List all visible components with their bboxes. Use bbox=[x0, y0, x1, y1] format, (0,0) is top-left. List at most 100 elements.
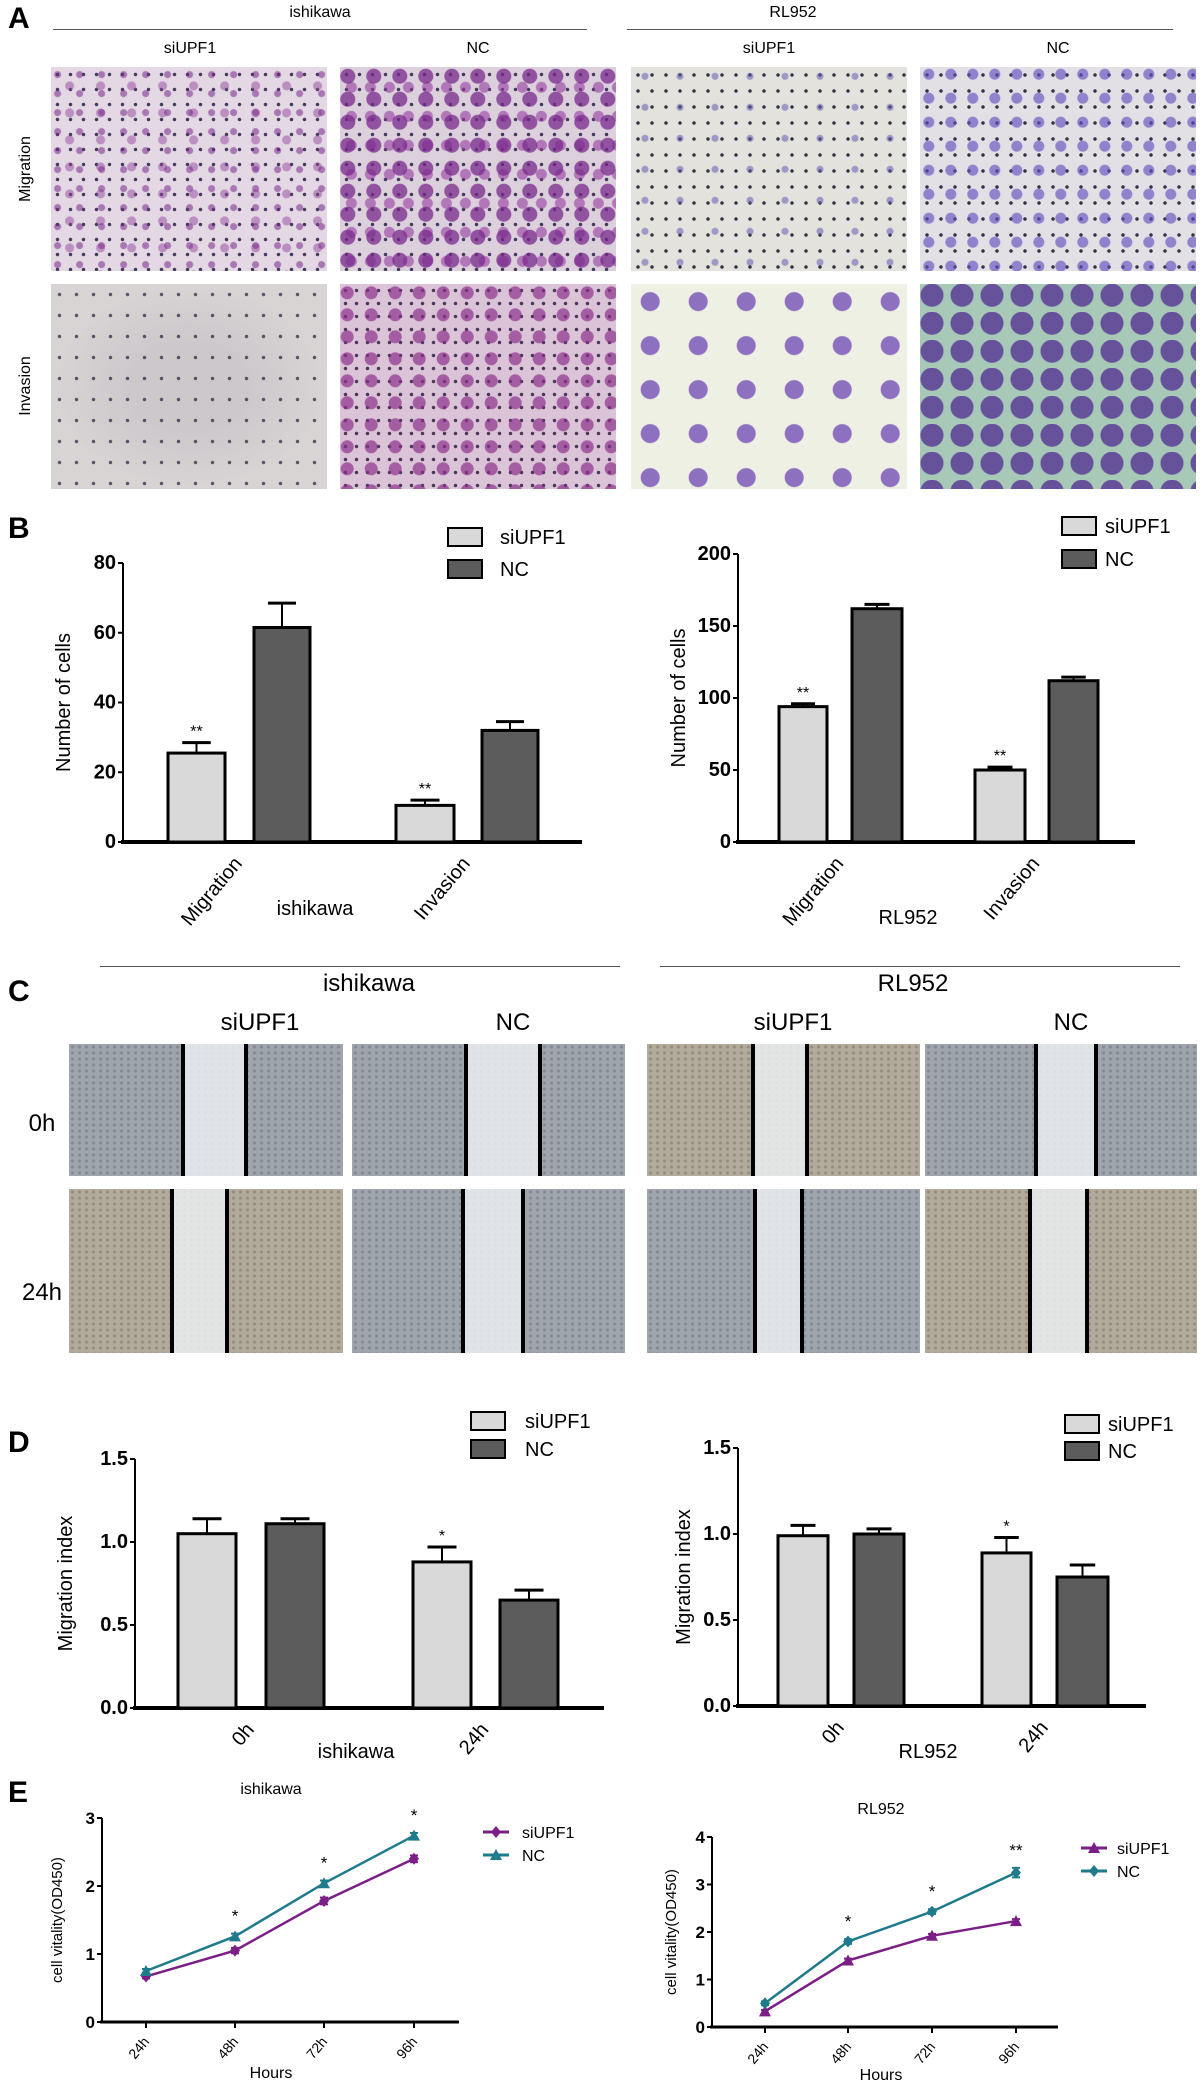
y-tick-label: 0 bbox=[720, 831, 731, 853]
scratch-rl952-siupf1-24h bbox=[647, 1189, 920, 1353]
y-tick-label: 80 bbox=[94, 552, 116, 574]
legend-label: siUPF1 bbox=[525, 1411, 591, 1433]
significance-mark: * bbox=[411, 1806, 418, 1825]
bar-siupf1-invasion bbox=[394, 803, 456, 844]
y-tick-label: 1 bbox=[86, 1945, 95, 1964]
y-tick-label: 50 bbox=[709, 759, 731, 781]
bar-siupf1-0h bbox=[776, 1534, 830, 1708]
group-header-ishikawa: ishikawa bbox=[322, 970, 416, 997]
series-line-siupf1 bbox=[145, 1857, 415, 1978]
significance-mark: * bbox=[1003, 1518, 1009, 1535]
category-label: 48h bbox=[214, 2034, 241, 2062]
y-tick-label: 3 bbox=[86, 1809, 95, 1828]
data-point-nc bbox=[140, 1965, 152, 1976]
category-label: 0h bbox=[818, 1717, 849, 1748]
chart-d_ishikawa: 0.0 0.5 1.0 1.5 Migration index ishikawa siUPF… bbox=[55, 1411, 604, 1763]
data-point-nc bbox=[229, 1930, 241, 1942]
x-axis-label: RL952 bbox=[879, 907, 938, 929]
y-tick-label: 200 bbox=[698, 543, 731, 565]
group-divider bbox=[627, 29, 1173, 30]
legend-label: siUPF1 bbox=[1105, 516, 1171, 538]
micrograph-rl952-siupf1-invasion bbox=[631, 284, 907, 489]
scratch-rl952-siupf1-0h bbox=[647, 1044, 920, 1176]
chart-b_ishikawa: 0 20 40 60 80 Number of cells ishikawa siUPF1 NC… bbox=[53, 527, 582, 930]
y-tick-label: 2 bbox=[696, 1923, 705, 1942]
significance-mark: * bbox=[929, 1882, 936, 1901]
column-label: siUPF1 bbox=[220, 1009, 300, 1036]
micrograph-rl952-nc-migration bbox=[920, 67, 1196, 271]
series-line-nc bbox=[145, 1834, 415, 1973]
bar-siupf1-invasion bbox=[973, 768, 1027, 844]
legend-label: siUPF1 bbox=[500, 527, 566, 549]
panel-label-b: B bbox=[8, 512, 30, 545]
scratch-ishikawa-siupf1-24h bbox=[69, 1189, 343, 1353]
y-tick-label: 100 bbox=[698, 687, 731, 709]
legend-marker-icon bbox=[491, 1826, 501, 1838]
legend-marker-icon bbox=[1089, 1865, 1099, 1877]
category-label: 24h bbox=[125, 2034, 152, 2062]
column-label: NC bbox=[1053, 1009, 1089, 1036]
y-tick-label: 0 bbox=[105, 831, 116, 853]
y-tick-label: 20 bbox=[94, 761, 116, 783]
y-tick-label: 1.0 bbox=[703, 1523, 731, 1545]
category-label: 24h bbox=[1015, 1717, 1053, 1757]
y-tick-label: 3 bbox=[696, 1876, 705, 1895]
data-point-siupf1 bbox=[759, 2005, 771, 2017]
category-label: 48h bbox=[827, 2039, 854, 2067]
column-label: NC bbox=[466, 40, 490, 57]
row-label-24h: 24h bbox=[21, 1279, 63, 1306]
legend-swatch bbox=[1064, 1441, 1100, 1461]
y-tick-label: 0.5 bbox=[703, 1609, 731, 1631]
legend-swatch bbox=[1064, 1414, 1100, 1434]
legend-label: siUPF1 bbox=[522, 1825, 575, 1842]
category-label: 24h bbox=[455, 1719, 493, 1759]
significance-mark: ** bbox=[994, 748, 1006, 765]
category-label: Migration bbox=[177, 853, 247, 930]
significance-mark: ** bbox=[190, 724, 202, 741]
data-point-nc bbox=[760, 1997, 770, 2010]
y-tick-label: 1.5 bbox=[100, 1448, 128, 1470]
group-header-rl952: RL952 bbox=[877, 970, 949, 997]
panel-label-d: D bbox=[8, 1426, 30, 1459]
data-point-siupf1 bbox=[409, 1852, 419, 1865]
category-label: Invasion bbox=[410, 853, 475, 924]
data-point-nc bbox=[843, 1935, 853, 1948]
bar-siupf1-24h bbox=[411, 1560, 473, 1710]
significance-mark: * bbox=[439, 1528, 445, 1545]
data-point-nc bbox=[1011, 1866, 1021, 1879]
legend-marker-icon bbox=[490, 1849, 502, 1860]
significance-mark: * bbox=[232, 1907, 239, 1926]
micrograph-rl952-nc-invasion bbox=[920, 284, 1196, 489]
group-divider bbox=[660, 966, 1180, 967]
panel-label-c: C bbox=[8, 975, 30, 1008]
bar-nc-invasion bbox=[1047, 679, 1100, 844]
y-tick-label: 40 bbox=[94, 692, 116, 714]
category-label: 0h bbox=[228, 1719, 259, 1750]
legend-swatch bbox=[1061, 516, 1097, 536]
legend-swatch bbox=[470, 1411, 506, 1431]
legend-label: NC bbox=[500, 559, 529, 581]
column-label: NC bbox=[1046, 40, 1070, 57]
scratch-ishikawa-nc-0h bbox=[352, 1044, 625, 1176]
chart-b_rl952: 0 50 100 150 200 Number of cells RL952 siUPF1 NC… bbox=[668, 516, 1171, 930]
y-tick-label: 0.0 bbox=[703, 1695, 731, 1717]
y-axis-label: cell vitality(OD450) bbox=[663, 1869, 680, 1995]
series-line-siupf1 bbox=[764, 1919, 1017, 2013]
y-axis-label: Number of cells bbox=[53, 633, 75, 772]
bar-siupf1-24h bbox=[980, 1551, 1033, 1708]
category-label: 24h bbox=[744, 2039, 771, 2067]
legend-label: siUPF1 bbox=[1108, 1414, 1174, 1436]
column-label: NC bbox=[495, 1009, 531, 1036]
x-axis-label: ishikawa bbox=[277, 898, 355, 920]
legend-label: NC bbox=[1105, 549, 1134, 571]
significance-mark: ** bbox=[1009, 1841, 1023, 1860]
legend-swatch bbox=[447, 559, 483, 579]
category-label: 72h bbox=[303, 2034, 330, 2062]
legend-label: NC bbox=[1108, 1441, 1137, 1463]
x-axis-label: RL952 bbox=[899, 1741, 958, 1763]
y-tick-label: 0 bbox=[86, 2013, 95, 2032]
chart-title: ishikawa bbox=[240, 1781, 301, 1798]
legend-swatch bbox=[1061, 549, 1097, 569]
